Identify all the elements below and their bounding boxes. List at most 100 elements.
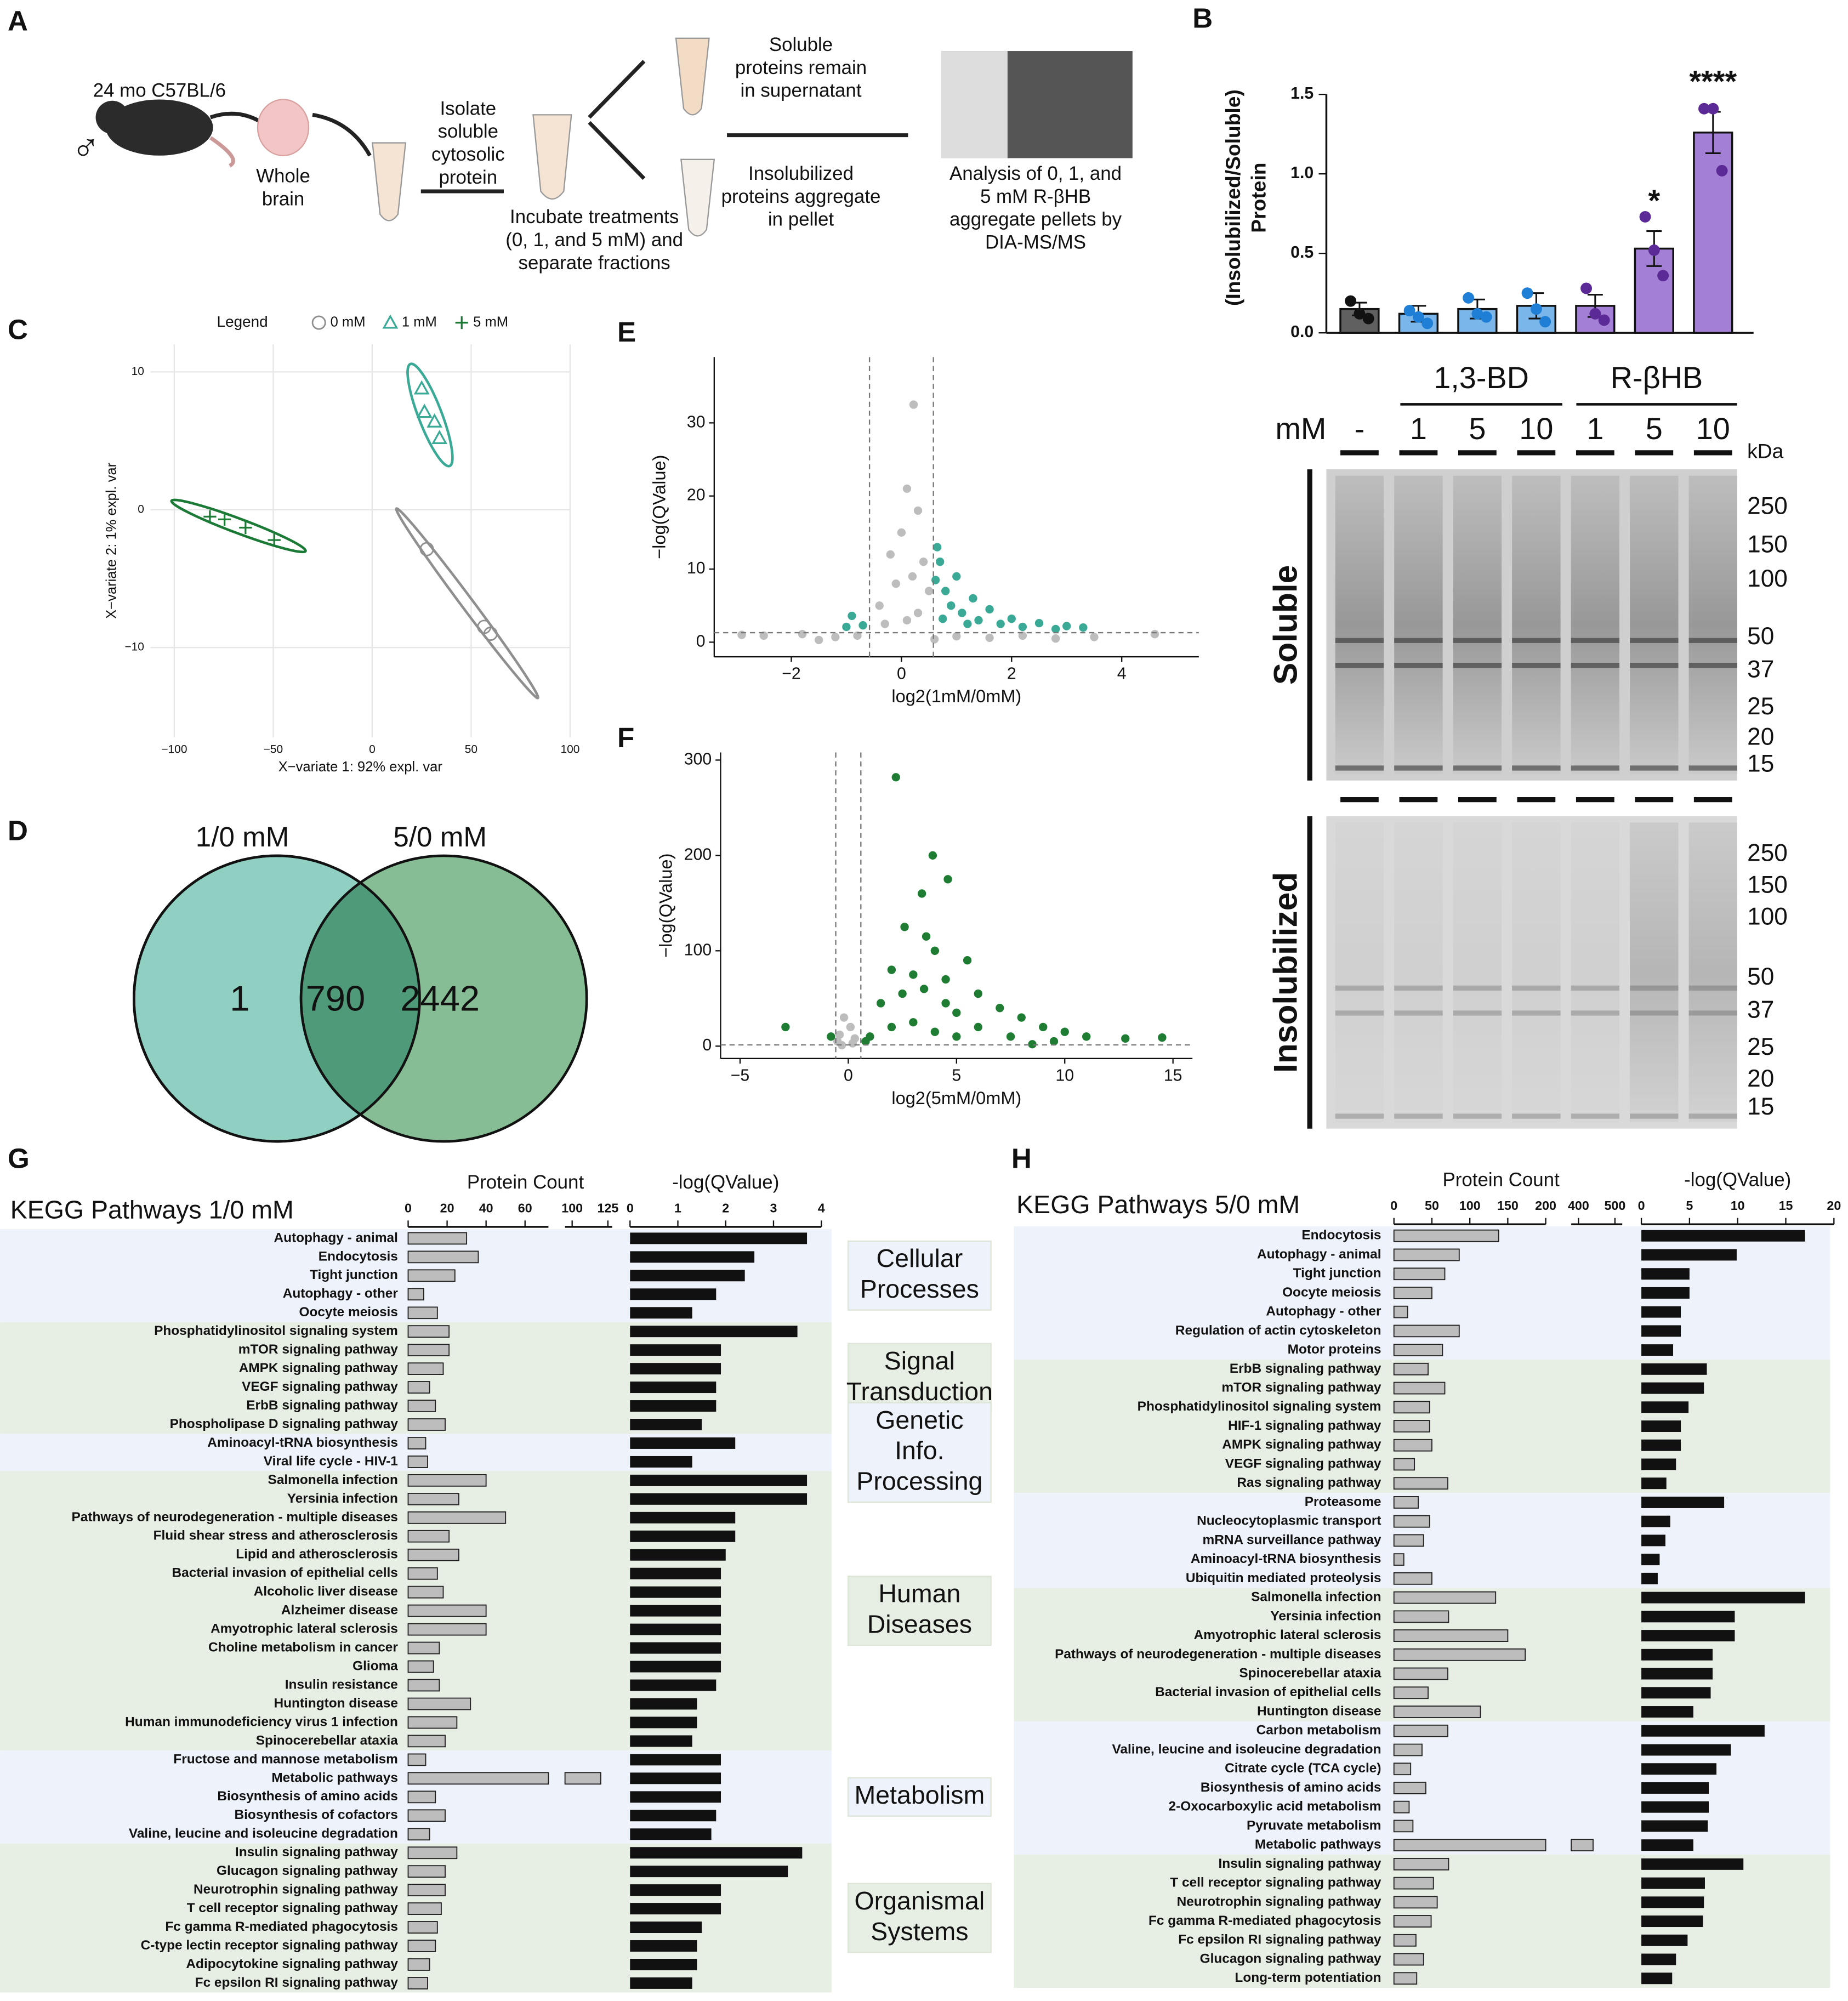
data-point (1463, 292, 1475, 304)
data-point (759, 631, 768, 640)
count-bar (407, 1530, 450, 1543)
data-point (909, 400, 918, 409)
gel-band (1571, 765, 1620, 771)
gel-band (1512, 765, 1561, 771)
category-label: Autophagy - animal (274, 1230, 397, 1245)
mouse-body (106, 99, 213, 156)
gel-lane (1512, 822, 1561, 1123)
category-label: Phosphatidylinositol signaling system (154, 1323, 398, 1338)
x-tick-label: 4 (1117, 665, 1127, 683)
data-point (985, 633, 994, 643)
data-point (427, 413, 443, 428)
panel-label: C (8, 314, 28, 345)
category-label: Huntington disease (1257, 1704, 1381, 1719)
data-point (941, 975, 950, 984)
q-bar (1641, 1858, 1744, 1870)
category-label: Viral life cycle - HIV-1 (264, 1454, 398, 1469)
q-bar (630, 1474, 808, 1486)
data-point (941, 587, 950, 595)
count-bar (1393, 1344, 1443, 1356)
x-tick-label: 500 (1604, 1198, 1625, 1213)
count-bar (407, 1306, 438, 1320)
axis-title: Protein Count (1443, 1169, 1560, 1190)
data-point (952, 1008, 961, 1017)
gel-band (1394, 663, 1443, 668)
x-tick-label: 125 (597, 1201, 618, 1215)
count-bar (1393, 1477, 1448, 1490)
data-point (928, 851, 937, 860)
data-point (930, 946, 940, 955)
category-label: mTOR signaling pathway (238, 1342, 399, 1357)
category-label: Oocyte meiosis (299, 1305, 397, 1320)
venn-outline (133, 854, 421, 1143)
x-tick-label: 2 (722, 1201, 729, 1215)
gel-band (1512, 663, 1561, 668)
venn-set-label: 5/0 mM (393, 821, 487, 852)
category-label: Amyotrophic lateral sclerosis (211, 1622, 398, 1636)
venn-set-label: 1/0 mM (196, 821, 289, 852)
data-point (483, 627, 498, 641)
step-text: soluble (438, 121, 499, 142)
q-bar (630, 1400, 717, 1412)
chart-title: KEGG Pathways 5/0 mM (1016, 1190, 1300, 1219)
panel-label: B (1192, 3, 1213, 34)
x-tick-label: 20 (440, 1201, 454, 1215)
y-tick-label: 0 (696, 632, 706, 650)
data-point (1006, 1032, 1015, 1041)
y-axis-label: −log(QValue) (650, 455, 669, 559)
count-bar (1393, 1839, 1594, 1852)
data-point (876, 999, 885, 1008)
data-point (848, 1039, 857, 1048)
q-bar (630, 1530, 736, 1542)
kda-marker: 150 (1747, 531, 1788, 558)
data-point (848, 611, 856, 621)
data-point (1698, 103, 1710, 115)
step-text: Whole (256, 166, 310, 187)
q-bar (630, 1679, 717, 1691)
data-point (1648, 244, 1660, 256)
data-point (974, 616, 983, 625)
kda-marker: 37 (1747, 656, 1774, 683)
legend-marker (455, 316, 468, 329)
count-bar (407, 1772, 601, 1785)
q-bar (630, 1958, 697, 1970)
gel-lane (1453, 822, 1502, 1123)
category-label: Endocytosis (1301, 1228, 1381, 1243)
category-label: Autophagy - other (1266, 1304, 1381, 1319)
confidence-ellipse (170, 498, 307, 554)
step-text: separate fractions (519, 252, 670, 274)
step-text: 5 mM R-βHB (980, 186, 1091, 207)
x-tick-label: 200 (1535, 1198, 1556, 1213)
x-tick-label: 1 (674, 1201, 681, 1215)
sex-symbol: ♂ (71, 126, 100, 169)
q-bar (1641, 1496, 1725, 1508)
category-label: Bacterial invasion of epithelial cells (1155, 1685, 1381, 1699)
group-label: Cellular (877, 1244, 963, 1272)
category-label: Adipocytokine signaling pathway (186, 1957, 398, 1971)
data-point (1580, 282, 1593, 294)
gel-band (1688, 765, 1737, 771)
gel-fraction-label: Insolubilized (1267, 872, 1304, 1073)
data-point (413, 380, 430, 395)
data-point (996, 619, 1005, 628)
step-text: Soluble (769, 34, 833, 55)
q-bar (1641, 1420, 1681, 1432)
category-label: Alcoholic liver disease (254, 1584, 398, 1599)
count-bar (1393, 1934, 1417, 1947)
count-bar (407, 1567, 438, 1580)
q-bar (1641, 1763, 1717, 1775)
x-tick-label: 5 (1686, 1198, 1693, 1213)
data-point (1471, 308, 1483, 320)
arrow (312, 112, 372, 157)
count-bar (407, 1492, 459, 1505)
q-bar (1641, 1572, 1658, 1584)
q-bar (1641, 1744, 1731, 1756)
q-bar (1641, 1287, 1690, 1299)
count-bar (407, 1735, 446, 1748)
data-point (1530, 303, 1542, 315)
data-point (1060, 1027, 1069, 1036)
data-point (1421, 317, 1434, 329)
step-text: aggregate pellets by (949, 209, 1122, 230)
category-label: Phospholipase D signaling pathway (170, 1417, 399, 1431)
gel-unit: mM (1275, 411, 1326, 446)
